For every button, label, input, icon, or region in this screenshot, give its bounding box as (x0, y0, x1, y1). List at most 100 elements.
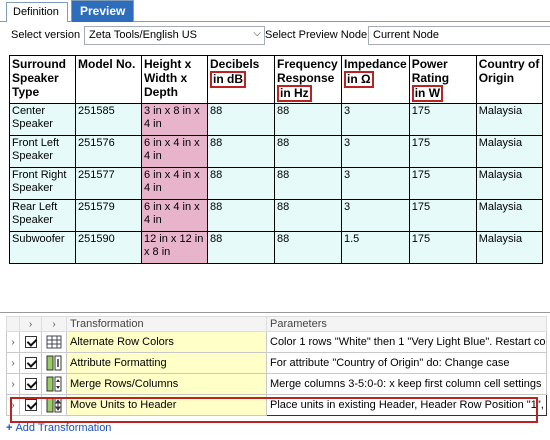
table-cell: 6 in x 4 in x 4 in (141, 199, 208, 232)
transformation-name[interactable]: Merge Rows/Columns (66, 373, 267, 395)
transformation-row[interactable]: › Alternate Row Colors Color 1 rows "Whi… (6, 331, 547, 353)
header-transformation[interactable]: Transformation (66, 316, 267, 332)
table-cell: 88 (274, 231, 342, 264)
version-select-value: Zeta Tools/English US (89, 29, 198, 41)
table-cell: 251579 (75, 199, 142, 232)
preview-toolbar: Select version Zeta Tools/English US ⌵ S… (6, 26, 550, 46)
header-icon-col: › (41, 316, 67, 332)
enabled-checkbox[interactable] (24, 357, 37, 370)
table-row: Front Left Speaker 251576 6 in x 4 in x … (9, 135, 543, 168)
table-cell: 175 (408, 135, 477, 168)
unit-badge: in Hz (277, 85, 312, 102)
transformation-header-row: › › Transformation Parameters (6, 316, 547, 332)
header-parameters[interactable]: Parameters (266, 316, 547, 332)
table-cell: 88 (207, 231, 275, 264)
panel-divider (0, 312, 550, 313)
transformation-row[interactable]: › Merge Rows/Columns Merge columns 3-5:0… (6, 373, 547, 395)
row-expander[interactable]: › (6, 331, 20, 353)
chevron-right-icon: › (28, 319, 33, 330)
table-cell: 251577 (75, 167, 142, 200)
preview-node-value: Current Node (373, 29, 440, 41)
table-cell: 251585 (75, 103, 142, 136)
enabled-checkbox[interactable] (24, 336, 37, 349)
tab-preview[interactable]: Preview (71, 0, 134, 22)
header-decibels: Decibels in dB (207, 55, 275, 104)
table-cell: Rear Left Speaker (9, 199, 76, 232)
chevron-right-icon: › (11, 400, 15, 411)
chevron-right-icon: › (11, 358, 15, 369)
header-impedance: Impedance in Ω (341, 55, 410, 104)
transformation-list: › › Transformation Parameters › Alternat… (6, 316, 547, 416)
table-cell: Front Right Speaker (9, 167, 76, 200)
transformation-params[interactable]: Color 1 rows "White" then 1 "Very Light … (266, 331, 547, 353)
table-cell: 6 in x 4 in x 4 in (141, 167, 208, 200)
enabled-checkbox[interactable] (24, 378, 37, 391)
transformation-params-editor[interactable]: Place units in existing Header, Header R… (266, 394, 547, 416)
table-cell: 88 (207, 135, 275, 168)
table-cell: 88 (207, 167, 275, 200)
row-expander[interactable]: › (6, 394, 20, 416)
add-transformation-link[interactable]: + Add Transformation (6, 422, 111, 434)
unit-badge: in Ω (344, 71, 374, 88)
table-cell: Center Speaker (9, 103, 76, 136)
preview-node-field[interactable]: Current Node (368, 26, 550, 45)
table-cell: Malaysia (475, 199, 543, 232)
table-cell: 3 (341, 167, 410, 200)
table-cell: 88 (274, 103, 342, 136)
table-cell: Malaysia (475, 231, 543, 264)
transformation-panel: › › Transformation Parameters › Alternat… (0, 312, 550, 440)
table-cell: Malaysia (475, 103, 543, 136)
chevron-right-icon: › (52, 319, 56, 330)
tab-definition[interactable]: Definition (6, 2, 68, 22)
table-cell: Malaysia (475, 167, 543, 200)
transformation-params[interactable]: For attribute "Country of Origin" do: Ch… (266, 352, 547, 374)
transformation-name[interactable]: Move Units to Header (66, 394, 267, 416)
header-model-no: Model No. (75, 55, 142, 104)
column-format-icon (46, 355, 62, 371)
enabled-checkbox[interactable] (24, 399, 37, 412)
plus-icon: + (6, 422, 13, 434)
table-cell: Malaysia (475, 135, 543, 168)
header-expand-col (6, 316, 20, 332)
header-speaker-type: Surround Speaker Type (9, 55, 76, 104)
table-cell: 251576 (75, 135, 142, 168)
table-cell: 88 (274, 167, 342, 200)
version-select[interactable]: Zeta Tools/English US ⌵ (84, 26, 265, 45)
table-cell: 175 (408, 167, 477, 200)
table-cell: 251590 (75, 231, 142, 264)
chevron-down-icon: ⌵ (253, 28, 261, 39)
table-cell: 175 (408, 231, 477, 264)
move-units-icon (46, 397, 62, 413)
table-cell: 3 in x 8 in x 4 in (141, 103, 208, 136)
table-cell: 1.5 (341, 231, 410, 264)
table-cell: Front Left Speaker (9, 135, 76, 168)
header-dimensions: Height x Width x Depth (141, 55, 208, 104)
merge-icon (46, 376, 62, 392)
header-check-col: › (19, 316, 42, 332)
row-expander[interactable]: › (6, 373, 20, 395)
chevron-right-icon: › (11, 379, 15, 390)
table-cell: 88 (274, 199, 342, 232)
table-header-row: Surround Speaker Type Model No. Height x… (9, 55, 543, 104)
header-power: Power Rating in W (408, 55, 477, 104)
tab-bar: Definition Preview (0, 0, 550, 22)
table-cell: 6 in x 4 in x 4 in (141, 135, 208, 168)
table-cell: 88 (274, 135, 342, 168)
table-cell: 88 (207, 103, 275, 136)
table-cell: 88 (207, 199, 275, 232)
row-expander[interactable]: › (6, 352, 20, 374)
table-cell: 12 in x 12 in x 8 in (141, 231, 208, 264)
transformation-name[interactable]: Attribute Formatting (66, 352, 267, 374)
table-cell: 3 (341, 135, 410, 168)
table-cell: 175 (408, 199, 477, 232)
grid-icon (46, 335, 62, 349)
unit-badge: in W (411, 85, 444, 102)
transformation-params[interactable]: Merge columns 3-5:0-0: x keep first colu… (266, 373, 547, 395)
header-frequency: Frequency Response in Hz (274, 55, 342, 104)
select-version-label: Select version (11, 29, 81, 41)
transformation-name[interactable]: Alternate Row Colors (66, 331, 267, 353)
transformation-row[interactable]: › Attribute Formatting For attribute "Co… (6, 352, 547, 374)
table-row: Center Speaker 251585 3 in x 8 in x 4 in… (9, 103, 543, 136)
transformation-row-selected[interactable]: › Move Units to Header Place units in ex… (6, 394, 547, 416)
